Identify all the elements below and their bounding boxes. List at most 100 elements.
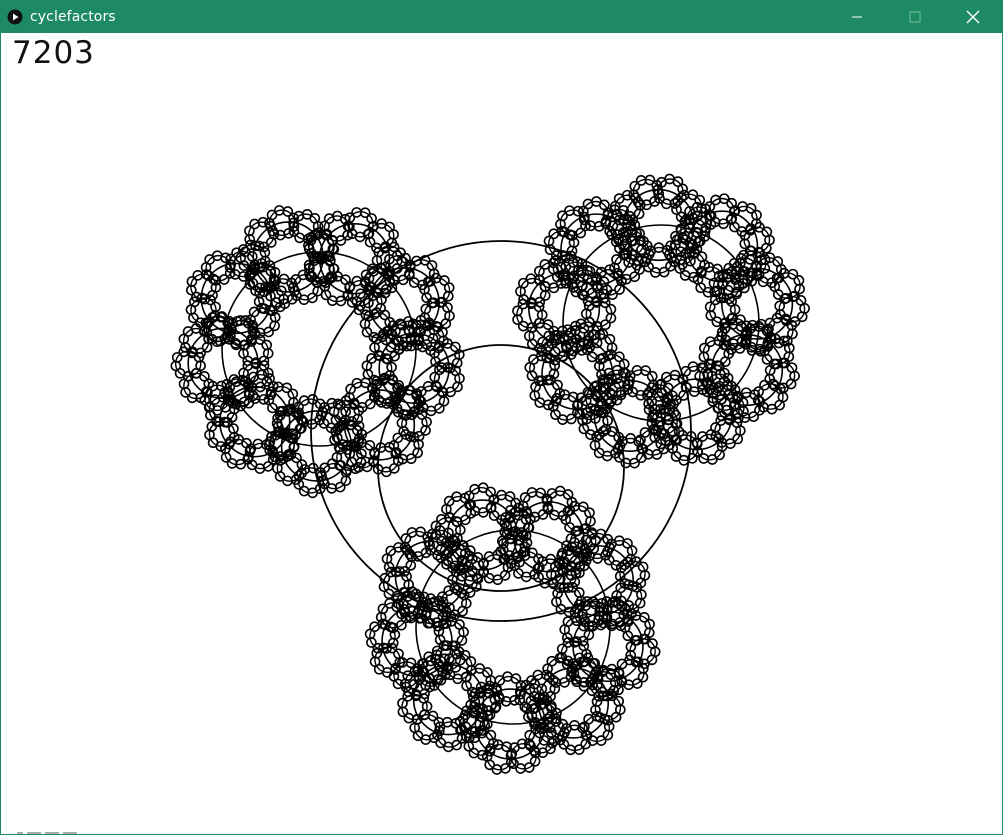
flower-top-right-c7-c0-c4-leaf <box>675 246 687 258</box>
flower-top-left-c2-c1-c8-leaf <box>307 487 318 499</box>
flower-top-left-c2-c0-c7-leaf <box>340 475 352 486</box>
flower-top-right-c1-c5-c8-leaf <box>677 374 689 385</box>
flower-top-left-c4-c7-c8-leaf <box>250 357 262 368</box>
flower-top-right-c7-c0-c6-leaf <box>670 230 681 242</box>
flower-top-right-c3-c3-c6-leaf <box>541 352 553 364</box>
flower-bottom-c6-c5-c7-leaf <box>578 560 590 572</box>
flower-bottom-c3-c1-c3-leaf <box>387 637 399 649</box>
flower-top-left-c6-c2-c7-leaf <box>244 225 255 237</box>
flower-bottom-c8-c7-c8-leaf <box>556 652 568 663</box>
flower-bottom-c6-c0-c5-leaf <box>500 512 511 523</box>
flower-top-right-c1-c7-c8-leaf <box>715 394 727 406</box>
flower-top-right-c6-c2-c4-leaf <box>632 196 644 208</box>
flower-top-left-c1-c8-c6-leaf <box>405 431 416 442</box>
flower-top-right-c3-c8-c3-leaf <box>581 413 592 425</box>
flower-bottom-c5-c0-c4-leaf <box>436 535 447 547</box>
flower-bottom-c1-c5-c8-leaf <box>520 679 532 691</box>
flower-bottom-c3-c2-c7-leaf <box>377 603 389 615</box>
flower-bottom-c0-c8-c4-leaf <box>587 735 598 746</box>
flower-top-left-c7-c3-c8-leaf <box>359 207 371 219</box>
flower-top-right-c8-c0-c5-leaf <box>708 277 720 289</box>
flower-top-left-c1-c5-c1-leaf <box>345 383 356 395</box>
flower-top-left-c1-c8-c4-leaf <box>420 425 431 436</box>
flower-bottom-c5-c4-c4-leaf <box>499 518 510 529</box>
flower-top-right-c2-c8-c6-leaf <box>635 434 646 446</box>
flower-top-right-c4-c8-c8-leaf <box>571 333 583 345</box>
flower-top-right-c1-c0-c7-leaf <box>714 449 725 461</box>
flower-bottom-c4-c2-c6-leaf <box>400 533 412 544</box>
flower-top-right-c5-c3-c4-leaf <box>585 220 596 232</box>
close-button[interactable] <box>944 1 1002 33</box>
flower-top-left-c6-c2-c8-leaf <box>249 218 260 230</box>
flower-top-right-c6-c2-c8-leaf <box>644 174 656 186</box>
maximize-button[interactable] <box>886 1 944 33</box>
flower-bottom-c6-c7-c2-leaf <box>511 551 523 563</box>
flower-top-right-c3-c2-c4-leaf <box>548 368 560 380</box>
flower-top-right-c0-c3-c8-leaf <box>704 383 715 395</box>
flower-top-left-c7-c2-c8-leaf <box>332 210 343 222</box>
flower-bottom-c6-c5-c8-leaf <box>574 567 585 579</box>
flower-top-left-c6-c1-c8-leaf <box>237 244 249 255</box>
flower-bottom-c1-c5-c7-leaf <box>514 686 526 697</box>
flower-bottom-c0-c8-c2-leaf <box>602 729 614 741</box>
flower-bottom-c6-c7-c8-leaf <box>520 571 532 583</box>
flower-bottom-c0-c3-c2-leaf <box>541 669 552 681</box>
flower-bottom-c1-c0-c8-leaf <box>484 759 496 771</box>
flower-top-right-c1-c1-c8-leaf <box>678 454 690 466</box>
flower-bottom-c5-c3-c7-leaf <box>504 491 516 502</box>
flower-top-left-c8-c8-c7-leaf <box>383 325 395 337</box>
flower-bottom-c8-c2-c5-leaf <box>638 611 650 623</box>
flower-bottom-c8-c6-c5-leaf <box>592 673 604 685</box>
flower-top-right-c8-c6-c8-leaf <box>755 345 767 357</box>
flower-top-right-c4-c3-c8-leaf <box>539 259 551 270</box>
flower-top-left-c5-c3-c8-leaf <box>204 254 215 265</box>
flower-top-left-c6-c4-c4-leaf <box>294 232 305 244</box>
flower-bottom-c1-c5-c5-leaf <box>519 701 531 713</box>
flower-top-right-c3-c1-c8-leaf <box>529 390 541 401</box>
flower-bottom-c8-c1-c3-leaf <box>601 603 613 614</box>
flower-top-right-c2-c6-c3-leaf <box>665 398 677 410</box>
title-bar[interactable]: cyclefactors <box>1 1 1002 33</box>
flower-top-left-c2-c6-c8-leaf <box>315 409 327 421</box>
flower-top-left-c3-c6-c1-leaf <box>281 382 293 394</box>
flower-top-right-c8-c3-c6-leaf <box>787 268 799 280</box>
flower-bottom-c2-c5-c8-leaf <box>474 663 486 674</box>
flower-bottom-c3-c6-c8-leaf <box>453 646 465 657</box>
flower-top-left-c0-c5-c8-leaf <box>381 353 392 364</box>
flower-top-left-c5-c1-c6-leaf <box>195 317 206 329</box>
flower-bottom-c0-c0-c8-leaf <box>565 744 576 756</box>
flower-top-left-c8-c3-c7-leaf <box>419 254 431 266</box>
flower-top-left-c0-c4-c2-leaf <box>361 360 373 372</box>
flower-top-left-c3-c7-c8-leaf <box>277 405 288 417</box>
flower-top-right-c1-c0-c8-leaf <box>706 454 718 465</box>
flower-top-left-c0-c8-c7-leaf <box>436 362 448 373</box>
flower-top-left-c2-c0-c8-leaf <box>334 481 346 493</box>
flower-bottom-c5-c7-c5-leaf <box>472 551 484 563</box>
flower-top-left-c8-c7-c5-leaf <box>396 319 408 331</box>
flower-bottom-c4-c3-c3-leaf <box>432 549 444 561</box>
flower-bottom-c1-c8-c8-leaf <box>525 740 536 752</box>
minimize-button[interactable] <box>828 1 886 33</box>
flower-top-left-c8-c5-c4-leaf <box>420 303 432 315</box>
flower-top-right-c0-c5-c7-leaf <box>725 344 737 355</box>
flower-top-left-c4-c3-c6-leaf <box>186 347 198 359</box>
flower-top-left-c7-c5-c5-leaf <box>373 246 385 258</box>
flower-top-left-c8-c7-c1-leaf <box>385 341 397 353</box>
flower-top-right-c7-c3-c8-leaf <box>751 209 762 221</box>
flower-top-left-c7-c1-c8-leaf <box>312 229 324 241</box>
flower-top-right-c2-c2-c5-leaf <box>600 423 612 435</box>
flower-top-right-c8-c8-c6-leaf <box>727 312 739 324</box>
sketch-canvas[interactable]: 7203 <box>1 33 1002 834</box>
flower-top-left-c3-c1-c8-leaf <box>226 458 238 469</box>
flower-bottom-c2-c8-c5-leaf <box>434 721 446 733</box>
flower-top-right-c0-c4-c1-leaf <box>699 342 710 354</box>
flower-top-left-c5-c4-c5-leaf <box>229 269 241 280</box>
flower-top-left-c2-c2-c8-leaf <box>282 475 293 487</box>
flower-top-right-c8-c6-c7-leaf <box>762 341 774 352</box>
flower-bottom-c6-c3-c6-leaf <box>577 501 589 513</box>
flower-top-right-c3-c7-c8-leaf <box>606 373 617 385</box>
flower-top-left-c3-c7-c7-leaf <box>272 412 283 424</box>
figure-group <box>170 173 810 775</box>
flower-top-right-c5-c5-c8-leaf <box>634 228 645 239</box>
flower-bottom-c3-c1-c5-leaf <box>372 642 384 654</box>
